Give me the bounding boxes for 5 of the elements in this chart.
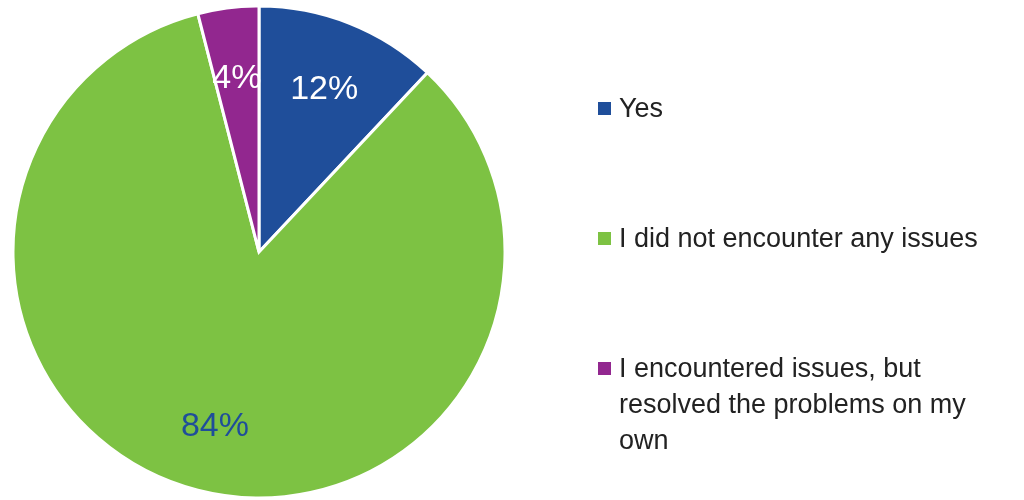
data-label: 12% — [290, 68, 359, 107]
data-label: 84% — [180, 404, 249, 443]
legend-label: Yes — [619, 92, 664, 125]
legend-label: I encountered issues, but resolved the problems on my own — [619, 352, 967, 457]
legend-label: I did not encounter any issues — [619, 222, 978, 255]
